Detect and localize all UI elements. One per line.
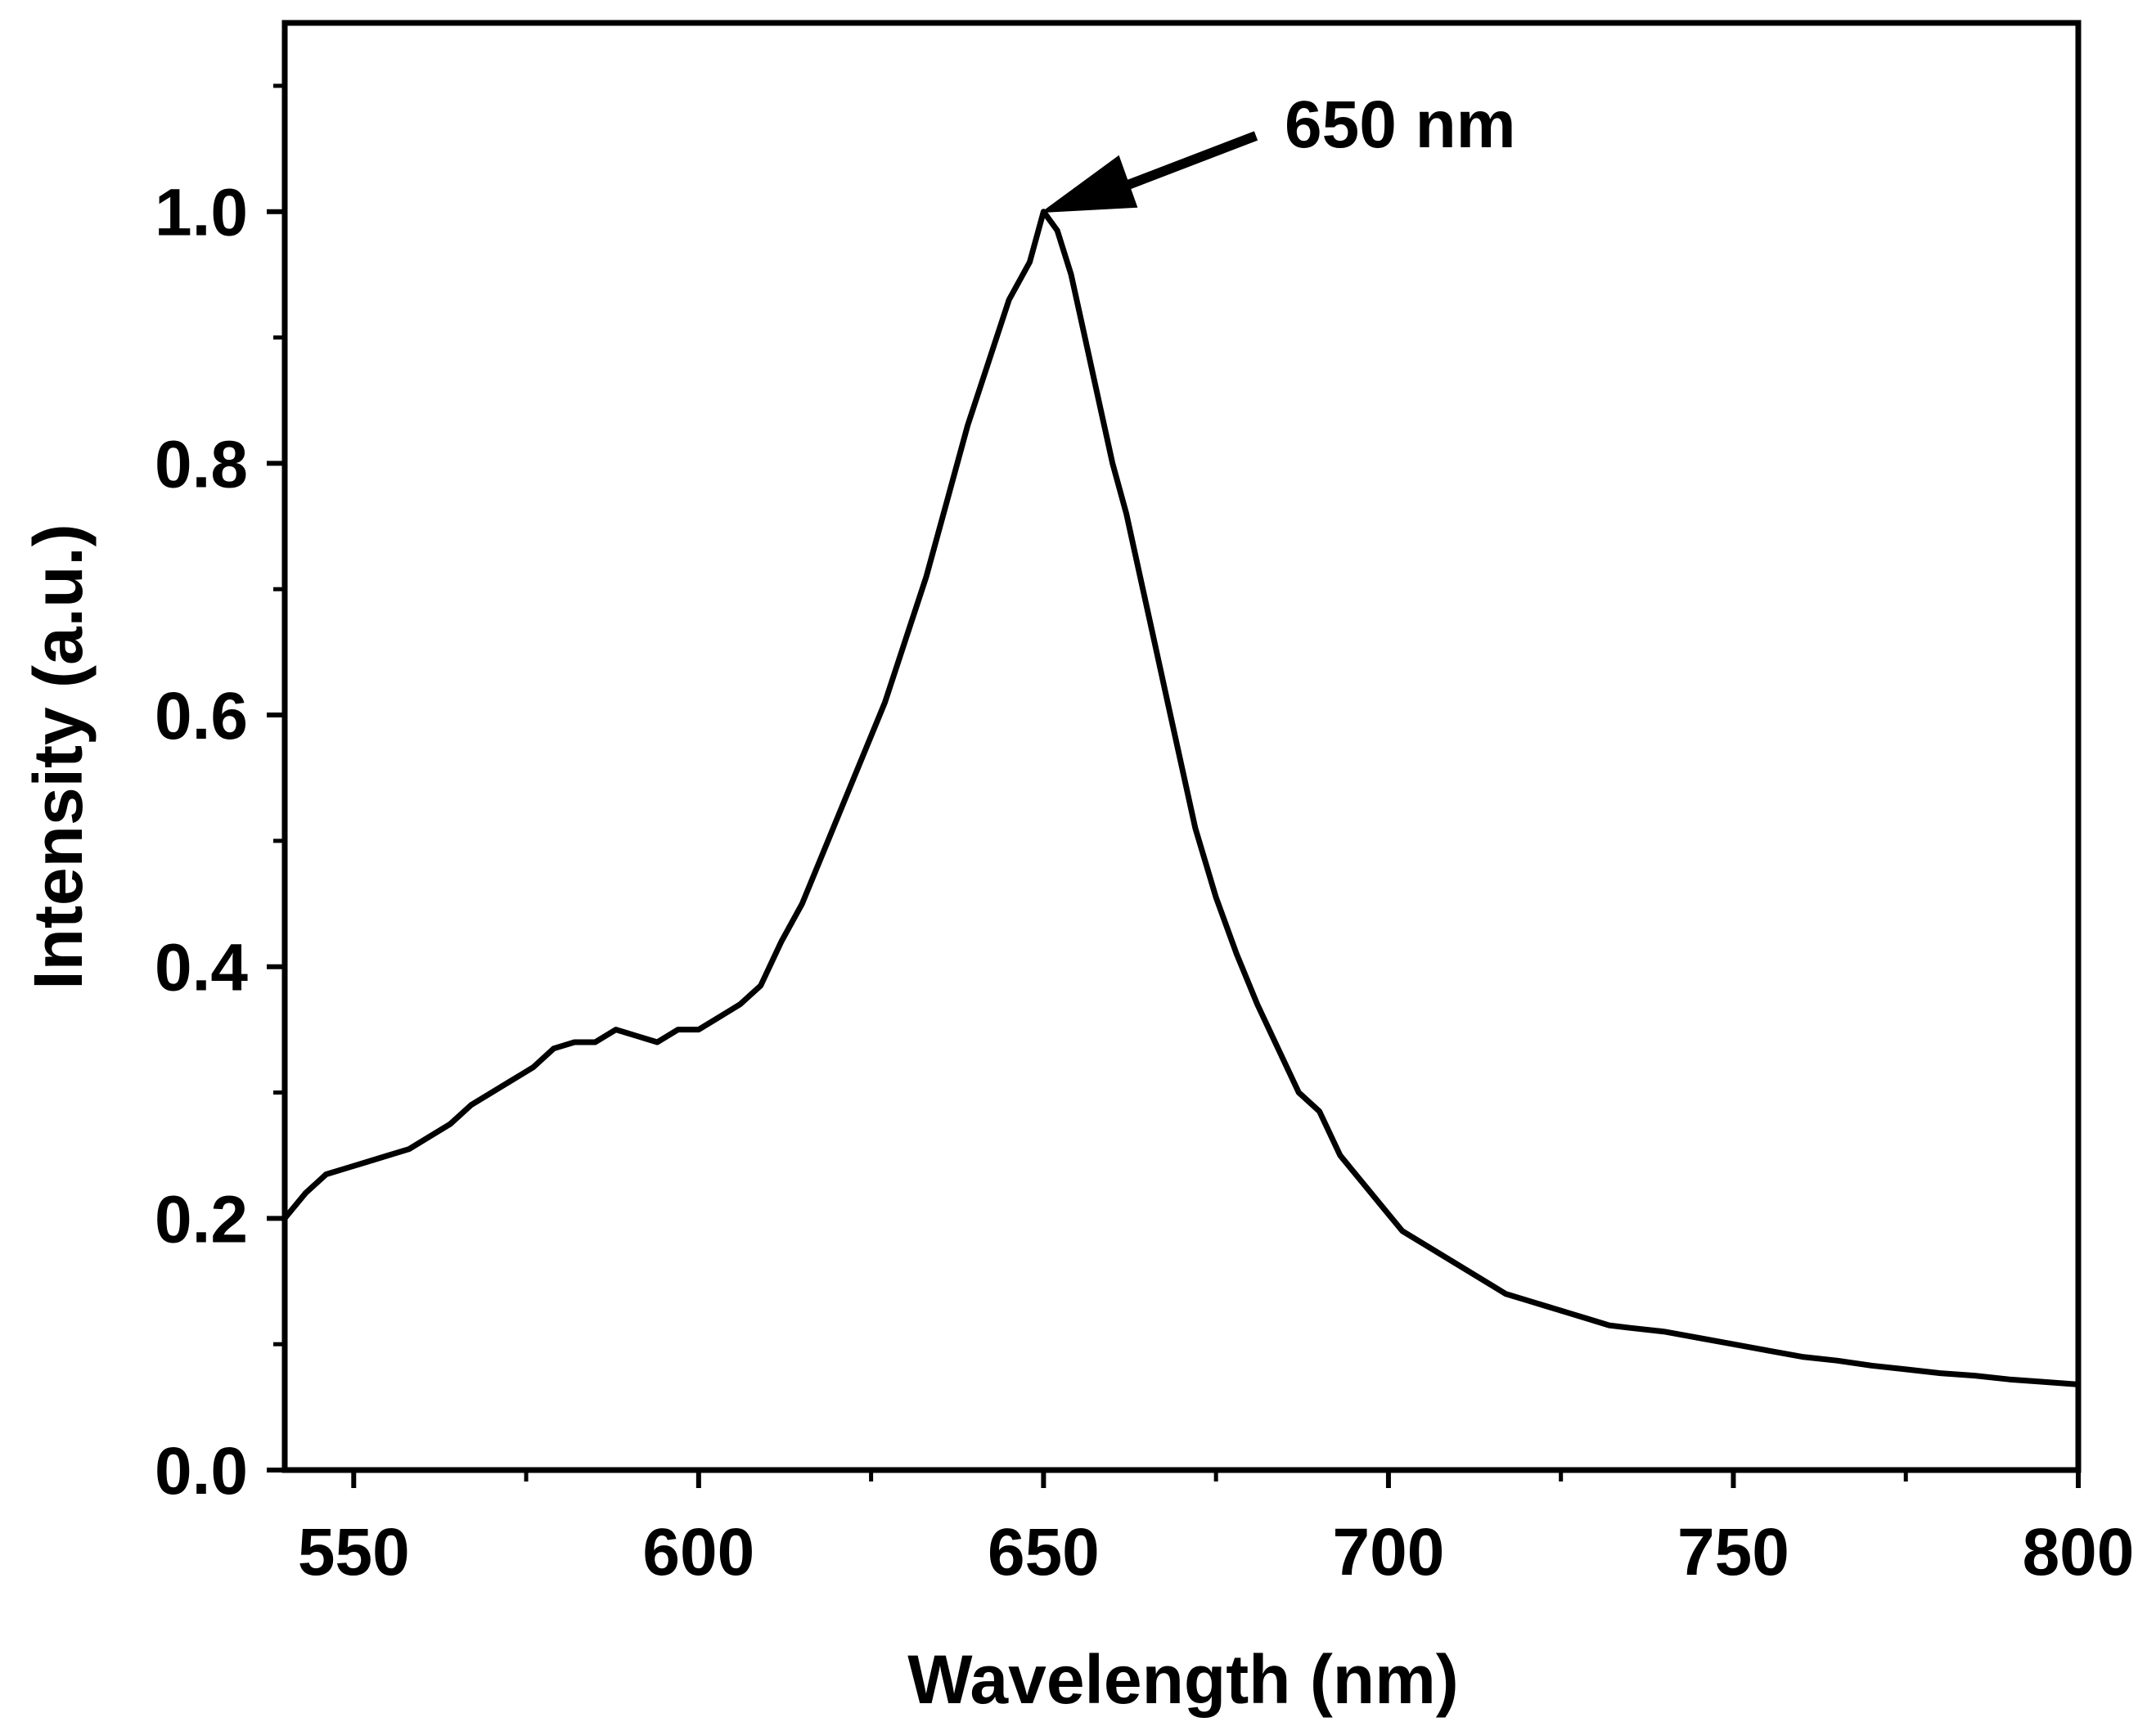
axes: 550 600 650 700 750 800 0.0 0.2 0.4 0.6 0.8 1.0	[155, 20, 2135, 1589]
spectrum-line	[281, 209, 2082, 1387]
plot-area	[281, 209, 2082, 1387]
x-tick-label: 700	[1333, 1515, 1445, 1589]
annotation: 650 nm	[1040, 88, 1516, 214]
y-tick-label: 0.8	[155, 427, 248, 501]
annotation-label: 650 nm	[1285, 88, 1516, 162]
x-axis-label: Wavelength (nm)	[907, 1641, 1459, 1718]
x-tick-label: 750	[1677, 1515, 1789, 1589]
y-axis-label: Intensity (a.u.)	[20, 524, 97, 989]
annotation-arrowhead	[1040, 155, 1138, 214]
y-tick-label: 0.0	[155, 1434, 248, 1508]
y-tick-label: 0.2	[155, 1182, 248, 1257]
y-tick-label: 1.0	[155, 176, 248, 250]
x-tick-label: 800	[2023, 1515, 2135, 1589]
x-tick-label: 600	[642, 1515, 754, 1589]
x-tick-label: 650	[988, 1515, 1100, 1589]
y-tick-label: 0.6	[155, 679, 248, 753]
plot-frame	[281, 20, 2082, 1473]
x-tick-label: 550	[298, 1515, 410, 1589]
y-tick-label: 0.4	[155, 931, 248, 1005]
